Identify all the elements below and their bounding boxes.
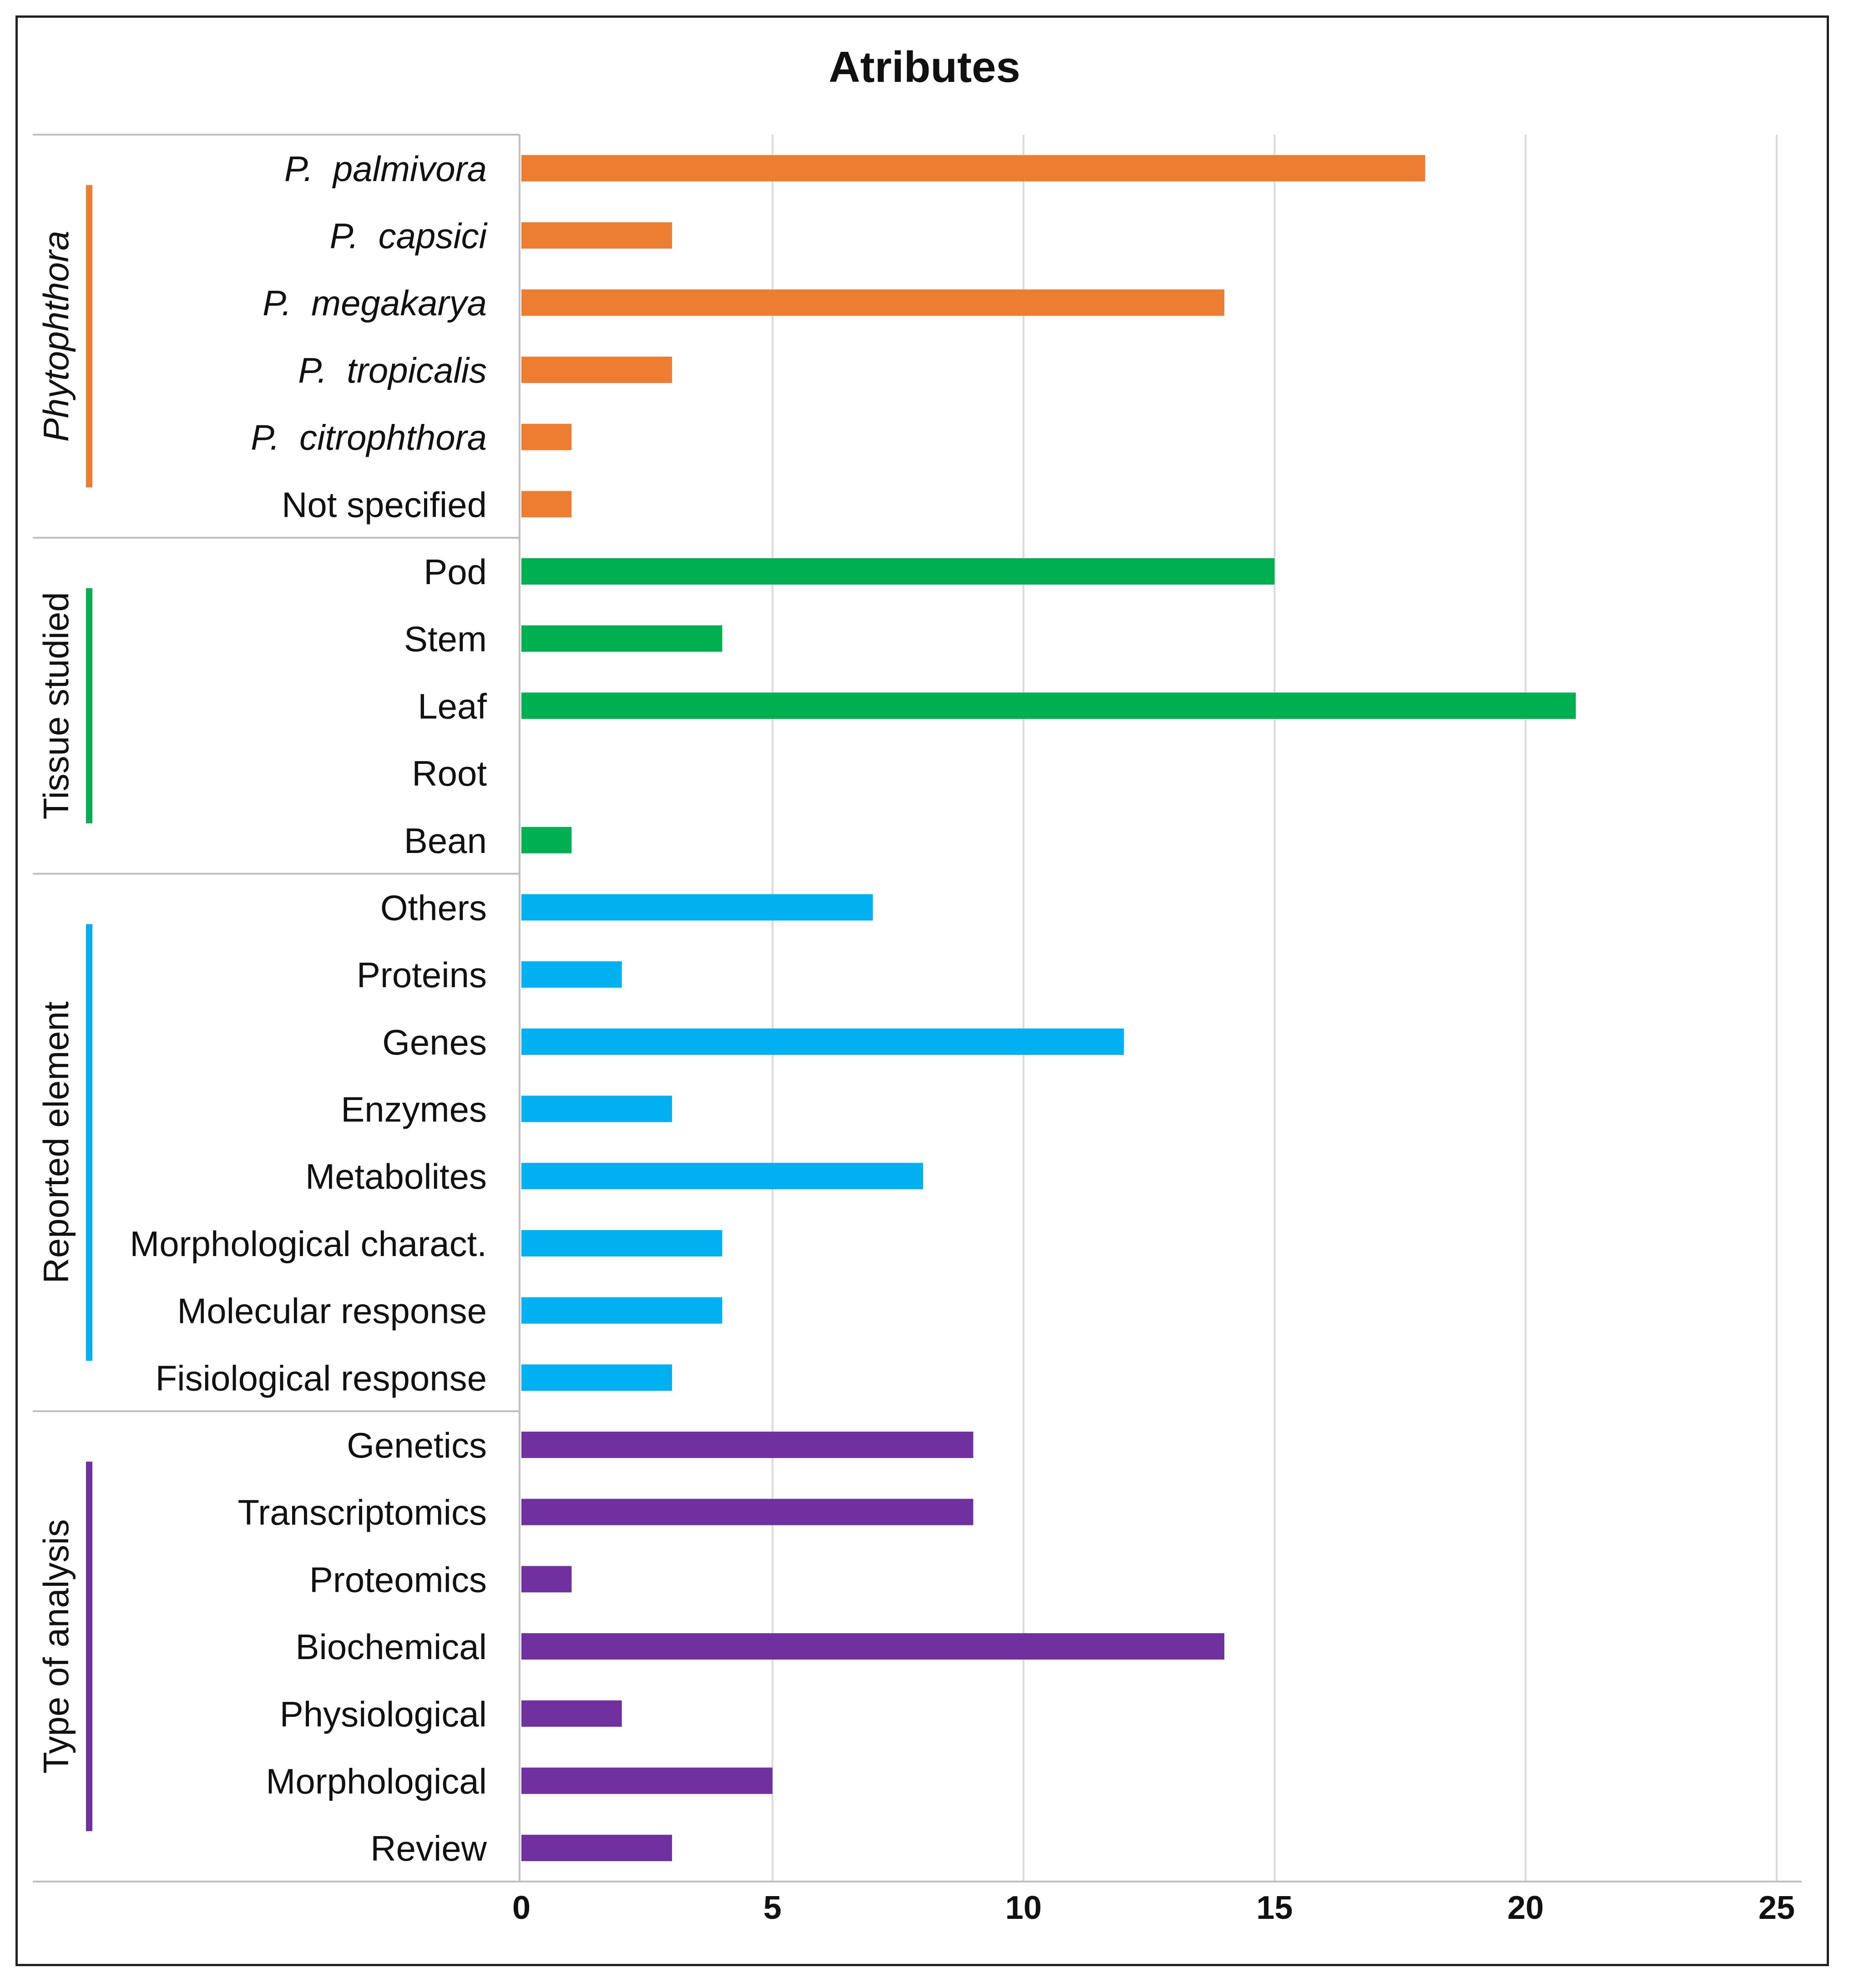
bar-biochemical [521, 1633, 1225, 1660]
bar-fisiological-response [521, 1364, 672, 1391]
x-tick-20: 20 [1507, 1890, 1544, 1926]
bar-proteomics [521, 1566, 572, 1593]
x-tick-15: 15 [1256, 1890, 1293, 1926]
bar-morphological-charact [521, 1230, 722, 1256]
x-tick-0: 0 [512, 1890, 530, 1926]
bar-genetics [521, 1432, 974, 1458]
label-others: Others [380, 888, 487, 928]
bar-p-tropicalis [521, 356, 672, 383]
label-proteomics: Proteomics [309, 1559, 487, 1599]
bar-p-megakarya [521, 289, 1225, 316]
bar-molecular-response [521, 1297, 722, 1324]
bar-p-citrophthora [521, 424, 572, 450]
label-morphological: Morphological [266, 1761, 487, 1801]
group-label-reported-element: Reported element [36, 1001, 76, 1283]
x-tick-10: 10 [1005, 1890, 1042, 1926]
label-genetics: Genetics [347, 1425, 487, 1465]
label-p-tropicalis: P. tropicalis [298, 350, 487, 390]
label-root: Root [412, 753, 487, 793]
label-bean: Bean [404, 821, 487, 861]
label-leaf: Leaf [418, 686, 487, 726]
label-transcriptomics: Transcriptomics [237, 1493, 487, 1533]
label-review: Review [370, 1828, 487, 1868]
bar-stem [521, 625, 722, 652]
category-labels: P. palmivora P. capsici P. megakarya P. tro… [130, 149, 488, 1868]
label-p-citrophthora: P. citrophthora [251, 418, 487, 458]
label-pod: Pod [424, 552, 487, 592]
bar-morphological [521, 1767, 773, 1794]
bar-physiological [521, 1700, 622, 1727]
bar-enzymes [521, 1095, 672, 1122]
bar-bean [521, 827, 572, 853]
group-label-phytophthora: Phytophthora [36, 231, 76, 442]
bar-leaf [521, 692, 1576, 719]
label-fisiological-response: Fisiological response [156, 1358, 487, 1398]
group-labels: Phytophthora Tissue studied Reported eleme… [36, 185, 92, 1832]
label-physiological: Physiological [280, 1694, 487, 1734]
bars [521, 155, 1576, 1862]
x-tick-25: 25 [1758, 1890, 1795, 1926]
label-p-capsici: P. capsici [330, 216, 488, 256]
label-biochemical: Biochemical [295, 1627, 487, 1667]
bar-metabolites [521, 1163, 923, 1190]
label-proteins: Proteins [357, 955, 487, 995]
label-enzymes: Enzymes [341, 1090, 487, 1130]
label-p-megakarya: P. megakarya [263, 283, 487, 323]
bar-genes [521, 1028, 1124, 1055]
bar-others [521, 894, 873, 921]
bar-p-capsici [521, 222, 672, 249]
bar-transcriptomics [521, 1499, 974, 1525]
group-label-type-of-analysis: Type of analysis [36, 1519, 76, 1773]
label-molecular-response: Molecular response [177, 1291, 487, 1331]
x-tick-5: 5 [763, 1890, 782, 1926]
bar-proteins [521, 961, 622, 988]
label-not-specified: Not specified [282, 484, 487, 525]
label-morphological-charact: Morphological charact. [130, 1224, 487, 1264]
label-stem: Stem [404, 619, 487, 659]
chart-title: Atributes [829, 43, 1020, 91]
bar-not-specified [521, 491, 572, 518]
label-genes: Genes [382, 1022, 487, 1062]
bar-p-palmivora [521, 155, 1425, 182]
bar-pod [521, 558, 1275, 585]
label-metabolites: Metabolites [305, 1156, 487, 1196]
group-label-tissue-studied: Tissue studied [36, 592, 76, 819]
gridlines [771, 135, 1778, 1882]
category-frame [33, 134, 1802, 1882]
x-axis-ticks: 0 5 10 15 20 25 [512, 1890, 1795, 1926]
label-p-palmivora: P. palmivora [284, 149, 487, 189]
bar-review [521, 1835, 672, 1862]
